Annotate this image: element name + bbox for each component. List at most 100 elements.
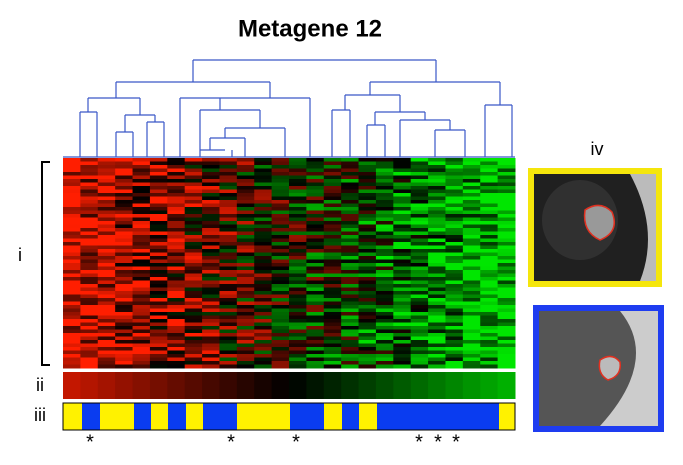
class-segment xyxy=(186,403,203,430)
heatmap-cell xyxy=(393,210,412,215)
heatmap-cell xyxy=(202,364,220,369)
heatmap-cell xyxy=(115,158,134,162)
heatmap-cell xyxy=(323,354,342,358)
heatmap-cell xyxy=(271,322,290,327)
heatmap-cell xyxy=(410,287,429,292)
heatmap-cell xyxy=(480,186,499,190)
heatmap-cell xyxy=(132,315,151,320)
heatmap-cell xyxy=(167,340,186,344)
heatmap-cell xyxy=(289,259,307,264)
heatmap-cell xyxy=(254,182,273,187)
heatmap-cell xyxy=(445,217,464,222)
heatmap-cell xyxy=(132,322,151,327)
metagene-cell xyxy=(97,372,116,399)
heatmap-cell xyxy=(428,165,446,169)
heatmap-cell xyxy=(497,186,516,190)
heatmap-cell xyxy=(410,210,429,215)
heatmap-cell xyxy=(462,189,481,194)
heatmap-cell xyxy=(271,182,290,187)
heatmap-cell xyxy=(219,196,238,201)
heatmap-cell xyxy=(323,203,342,208)
heatmap-cell xyxy=(149,224,168,229)
heatmap-cell xyxy=(219,182,238,187)
heatmap-cell xyxy=(184,266,203,271)
heatmap-cell xyxy=(410,165,429,169)
heatmap-cell xyxy=(236,224,255,229)
heatmap-cell xyxy=(219,172,238,176)
heatmap-cell xyxy=(97,336,116,341)
heatmap-cell xyxy=(341,196,360,201)
heatmap-cell xyxy=(80,221,99,225)
heatmap-cell xyxy=(289,326,307,330)
heatmap-cell xyxy=(323,186,342,190)
heatmap-cell xyxy=(132,172,151,176)
heatmap-cell xyxy=(358,357,377,362)
heatmap-cell xyxy=(358,333,377,337)
heatmap-cell xyxy=(375,329,394,334)
heatmap-cell xyxy=(393,224,412,229)
heatmap-cell xyxy=(63,291,81,295)
heatmap-cell xyxy=(115,305,134,309)
heatmap-cell xyxy=(271,193,290,197)
heatmap-cell xyxy=(167,259,186,264)
heatmap-cell xyxy=(428,319,446,323)
heatmap-cell xyxy=(480,301,499,306)
heatmap-cell xyxy=(115,266,134,271)
heatmap-cell xyxy=(462,245,481,250)
heatmap-cell xyxy=(445,186,464,190)
heatmap-cell xyxy=(306,357,325,362)
heatmap-cell xyxy=(428,291,446,295)
heatmap-cell xyxy=(80,179,99,183)
heatmap-cell xyxy=(393,319,412,323)
heatmap-cell xyxy=(184,165,203,169)
heatmap-cell xyxy=(358,245,377,250)
heatmap-cell xyxy=(149,273,168,278)
heatmap-cell xyxy=(289,294,307,299)
heatmap-cell xyxy=(445,277,464,281)
heatmap-cell xyxy=(375,189,394,194)
heatmap-cell xyxy=(462,217,481,222)
heatmap-cell xyxy=(236,207,255,211)
heatmap-cell xyxy=(115,172,134,176)
heatmap-cell xyxy=(358,301,377,306)
heatmap-cell xyxy=(497,322,516,327)
heatmap-cell xyxy=(202,322,220,327)
heatmap-cell xyxy=(375,193,394,197)
heatmap-cell xyxy=(271,312,290,316)
heatmap-cell xyxy=(149,238,168,243)
heatmap-cell xyxy=(202,242,220,246)
heatmap-cell xyxy=(358,175,377,180)
heatmap-cell xyxy=(393,312,412,316)
heatmap-cell xyxy=(306,287,325,292)
heatmap-cell xyxy=(149,175,168,180)
heatmap-cell xyxy=(341,350,360,355)
heatmap-cell xyxy=(202,361,220,365)
heatmap-cell xyxy=(132,273,151,278)
heatmap-cell xyxy=(167,221,186,225)
heatmap-cell xyxy=(184,196,203,201)
heatmap-cell xyxy=(219,168,238,173)
heatmap-cell xyxy=(358,308,377,313)
heatmap-cell xyxy=(480,203,499,208)
heatmap-cell xyxy=(480,308,499,313)
heatmap-cell xyxy=(462,249,481,253)
heatmap-cell xyxy=(63,361,81,365)
heatmap-cell xyxy=(445,266,464,271)
heatmap-cell xyxy=(254,196,273,201)
heatmap-cell xyxy=(219,350,238,355)
heatmap-cell xyxy=(410,340,429,344)
heatmap-cell xyxy=(410,336,429,341)
heatmap-cell xyxy=(63,315,81,320)
heatmap-cell xyxy=(97,315,116,320)
heatmap-cell xyxy=(445,179,464,183)
heatmap-cell xyxy=(428,343,446,348)
heatmap-cell xyxy=(149,179,168,183)
heatmap-cell xyxy=(254,186,273,190)
heatmap-cell xyxy=(80,249,99,253)
heatmap-cell xyxy=(97,361,116,365)
heatmap-cell xyxy=(236,287,255,292)
heatmap-cell xyxy=(97,217,116,222)
heatmap-cell xyxy=(289,214,307,218)
heatmap-cell xyxy=(410,298,429,302)
heatmap-cell xyxy=(132,326,151,330)
